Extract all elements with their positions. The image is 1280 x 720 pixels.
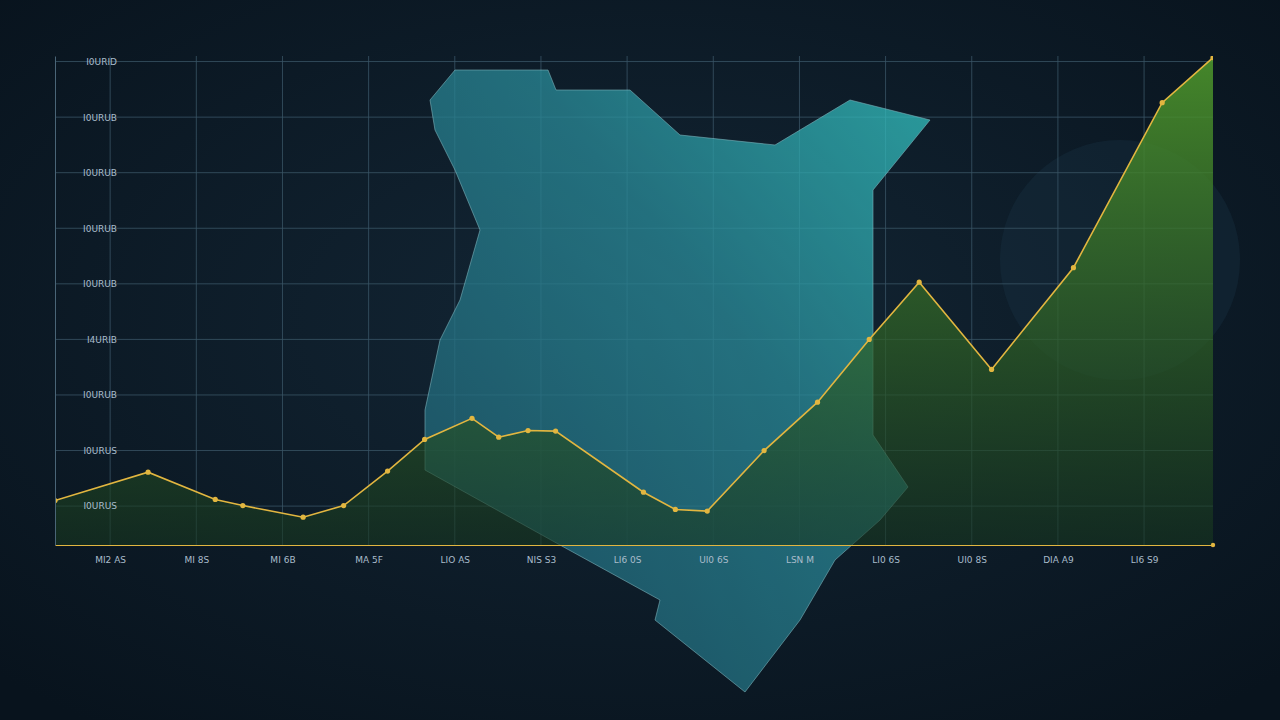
tick-label: LI6 0S bbox=[614, 555, 642, 565]
tick: I0URUB bbox=[55, 279, 117, 289]
axis-line bbox=[55, 57, 56, 546]
marker bbox=[385, 468, 390, 473]
tick-label: LSN M bbox=[786, 555, 814, 565]
marker bbox=[762, 448, 767, 453]
tick-label: I4URIB bbox=[87, 335, 117, 345]
marker bbox=[1071, 265, 1076, 270]
y-axis: I0URUS I0URUS I0URUB I4URIB I0URUB I0URUB I0UR… bbox=[55, 57, 117, 546]
marker bbox=[917, 280, 922, 285]
tick: I0URUS bbox=[55, 446, 117, 456]
tick: LI6 0S bbox=[614, 545, 642, 565]
tick: I0URUB bbox=[55, 224, 117, 234]
marker bbox=[1210, 56, 1213, 60]
tick: I0URUB bbox=[55, 390, 117, 400]
tick: I4URIB bbox=[55, 335, 117, 345]
tick: UI0 6S bbox=[699, 545, 729, 565]
tick-label: I0URUS bbox=[83, 501, 117, 511]
area bbox=[55, 58, 1213, 545]
background bbox=[0, 0, 1280, 720]
marker bbox=[1160, 100, 1165, 105]
tick-label: MA 5F bbox=[355, 555, 383, 565]
marker bbox=[213, 497, 218, 502]
tick-label: I0URUB bbox=[83, 168, 117, 178]
tick: LSN M bbox=[786, 545, 814, 565]
tick: LIO AS bbox=[441, 545, 471, 565]
grid-line bbox=[196, 56, 197, 545]
tick-label: MI 8S bbox=[184, 555, 209, 565]
tick: I0URID bbox=[55, 57, 117, 67]
grid-line bbox=[282, 56, 283, 545]
marker bbox=[240, 503, 245, 508]
tick: MA 5F bbox=[355, 545, 383, 565]
marker bbox=[867, 337, 872, 342]
marker bbox=[525, 428, 530, 433]
marker bbox=[496, 435, 501, 440]
tick: MI2 AS bbox=[95, 545, 126, 565]
tick: MI 8S bbox=[184, 545, 209, 565]
grid-line bbox=[55, 61, 1213, 62]
chart: MI2 AS MI 8S MI 6B MA 5F LIO AS NIS S3 LI6 0S U… bbox=[0, 0, 1280, 720]
tick: I0URUB bbox=[55, 113, 117, 123]
tick-label: I0URUB bbox=[83, 390, 117, 400]
tick: I0URUB bbox=[55, 168, 117, 178]
tick-label: I0URUB bbox=[83, 113, 117, 123]
tick: LI0 6S bbox=[872, 545, 900, 565]
grid-line bbox=[368, 56, 369, 545]
tick: NIS S3 bbox=[527, 545, 556, 565]
marker bbox=[145, 470, 150, 475]
plot-area bbox=[55, 56, 1213, 545]
tick-label: UI0 8S bbox=[958, 555, 988, 565]
tick-label: MI 6B bbox=[270, 555, 295, 565]
tick-label: UI0 6S bbox=[699, 555, 729, 565]
marker bbox=[469, 416, 474, 421]
axis-line bbox=[56, 545, 1214, 546]
marker bbox=[301, 515, 306, 520]
tick-label: LI6 S9 bbox=[1131, 555, 1159, 565]
tick: LI6 S9 bbox=[1131, 545, 1159, 565]
tick: I0URUS bbox=[55, 501, 117, 511]
marker bbox=[705, 509, 710, 514]
marker bbox=[553, 428, 558, 433]
marker bbox=[641, 490, 646, 495]
marker bbox=[422, 437, 427, 442]
tick-label: I0URID bbox=[86, 57, 117, 67]
tick-label: I0URUB bbox=[83, 279, 117, 289]
grid-line bbox=[110, 56, 111, 545]
tick-label: I0URUS bbox=[83, 446, 117, 456]
tick-label: LI0 6S bbox=[872, 555, 900, 565]
marker bbox=[673, 507, 678, 512]
tick-label: DIA A9 bbox=[1043, 555, 1074, 565]
marker bbox=[989, 367, 994, 372]
axis-end-dot bbox=[1211, 543, 1215, 547]
tick-label: I0URUB bbox=[83, 224, 117, 234]
marker bbox=[341, 503, 346, 508]
tick-label: MI2 AS bbox=[95, 555, 126, 565]
tick: MI 6B bbox=[270, 545, 295, 565]
marker bbox=[815, 400, 820, 405]
line bbox=[55, 58, 1213, 518]
tick-label: LIO AS bbox=[441, 555, 471, 565]
x-axis: MI2 AS MI 8S MI 6B MA 5F LIO AS NIS S3 LI6 0S U… bbox=[56, 545, 1214, 565]
tick-label: NIS S3 bbox=[527, 555, 556, 565]
tick: UI0 8S bbox=[958, 545, 988, 565]
tick: DIA A9 bbox=[1043, 545, 1074, 565]
